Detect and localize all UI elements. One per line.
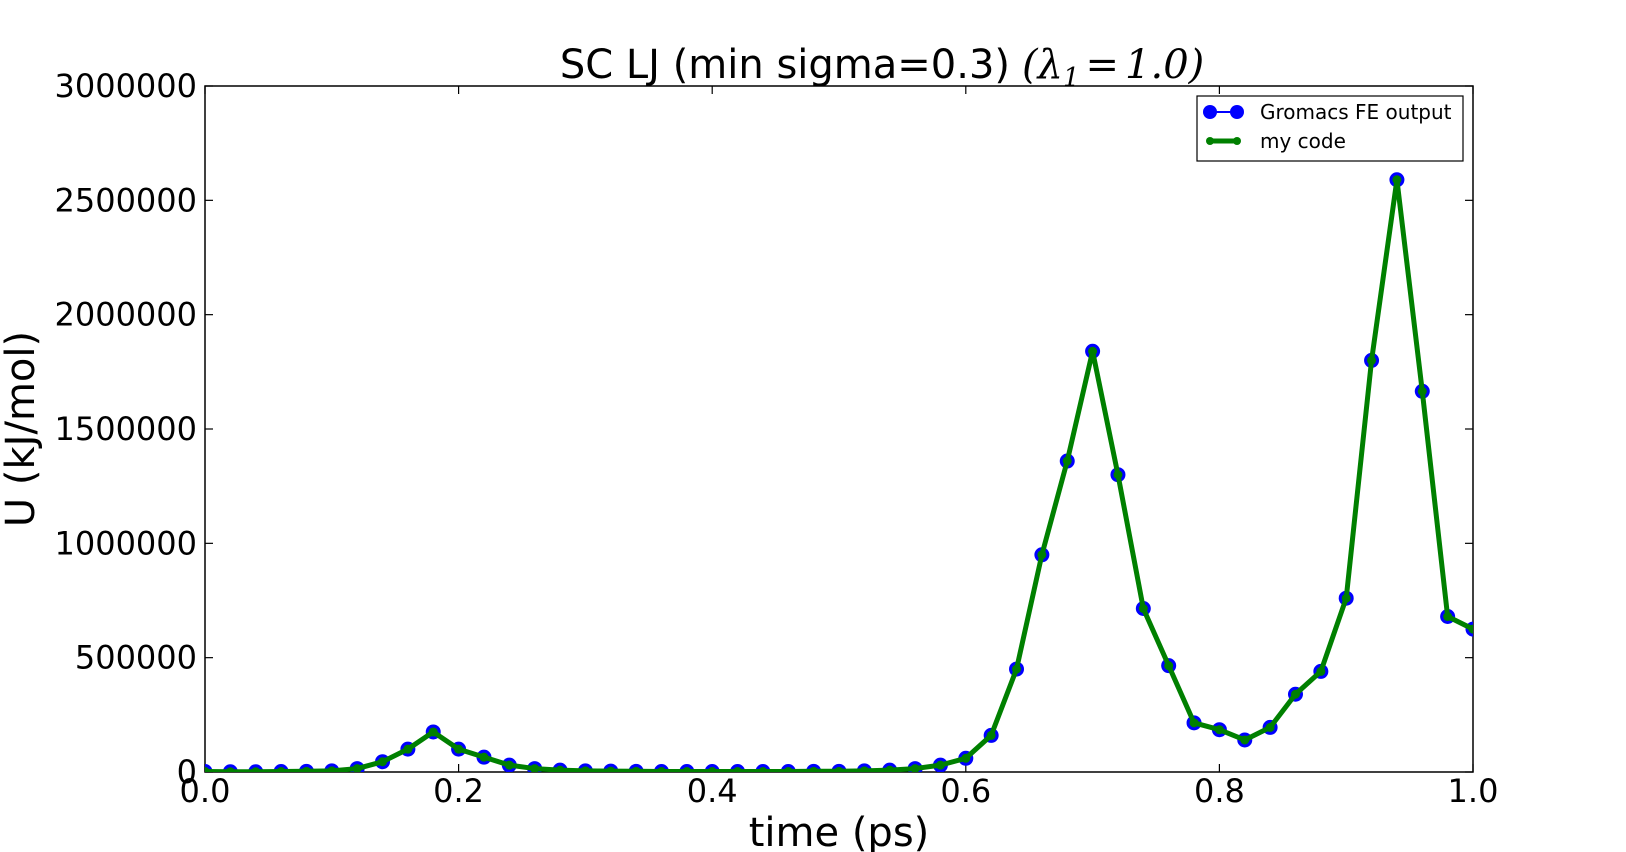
legend-gromacs-marker-right bbox=[1230, 105, 1244, 119]
series-1-point bbox=[961, 753, 971, 763]
lambda-value: 1.0 bbox=[1125, 42, 1189, 88]
y-tick-label: 2500000 bbox=[54, 181, 197, 219]
chart-title-math: (λ1 = 1.0) bbox=[1022, 42, 1204, 93]
series-1-point bbox=[403, 744, 413, 754]
axis-tick-labels: 0.0 0.2 0.4 0.6 0.8 1.0 0 500000 1000000 1500000 2… bbox=[54, 67, 1498, 810]
series-1-point bbox=[205, 767, 210, 772]
series-1-point bbox=[479, 752, 489, 762]
series-1-point bbox=[885, 765, 895, 772]
series-1-point bbox=[1392, 175, 1402, 185]
series-1-point bbox=[733, 767, 743, 772]
series-1-point bbox=[758, 767, 768, 772]
y-tick-label: 500000 bbox=[75, 639, 197, 677]
chart-title: SC LJ (min sigma=0.3) bbox=[560, 42, 1010, 88]
series-1-point bbox=[327, 766, 337, 772]
series-1-point bbox=[859, 766, 869, 772]
series-1-point bbox=[783, 767, 793, 772]
series-1-point bbox=[809, 766, 819, 772]
series-1-point bbox=[454, 744, 464, 754]
series-1-point bbox=[504, 760, 514, 770]
series-1-point bbox=[707, 767, 717, 772]
lambda-subscript: 1 bbox=[1063, 63, 1080, 93]
series-1-point bbox=[834, 766, 844, 772]
series-1-point bbox=[910, 764, 920, 772]
x-tick-label: 0.8 bbox=[1194, 772, 1245, 810]
x-tick-label: 0.2 bbox=[433, 772, 484, 810]
y-axis-title: U (kJ/mol) bbox=[0, 331, 44, 527]
series-1-point bbox=[631, 766, 641, 772]
y-tick-label: 2000000 bbox=[54, 296, 197, 334]
x-tick-label: 0.4 bbox=[687, 772, 738, 810]
legend-mycode-marker-left bbox=[1206, 137, 1214, 145]
series-1-point bbox=[1468, 624, 1473, 634]
series-1-point bbox=[656, 767, 666, 772]
series-1-point bbox=[1290, 689, 1300, 699]
legend: Gromacs FE output my code bbox=[1196, 95, 1464, 162]
series-1-point bbox=[606, 766, 616, 772]
series-1-point bbox=[1164, 661, 1174, 671]
series-1-point bbox=[301, 766, 311, 772]
series-1-point bbox=[1417, 386, 1427, 396]
series-1-point bbox=[1240, 735, 1250, 745]
lambda-symbol: λ bbox=[1036, 42, 1063, 88]
series-1-point bbox=[1341, 593, 1351, 603]
x-tick-label: 1.0 bbox=[1448, 772, 1499, 810]
series-1-point bbox=[1316, 666, 1326, 676]
series-1-point bbox=[1265, 722, 1275, 732]
series-1-point bbox=[1062, 456, 1072, 466]
series-1-point bbox=[1189, 718, 1199, 728]
series-1-point bbox=[530, 764, 540, 772]
y-tick-label: 0 bbox=[177, 753, 197, 791]
legend-gromacs-label: Gromacs FE output bbox=[1260, 100, 1452, 124]
series-1-point bbox=[555, 765, 565, 772]
series-1-point bbox=[276, 767, 286, 772]
x-tick-label: 0.0 bbox=[180, 772, 231, 810]
series-1-point bbox=[986, 730, 996, 740]
legend-mycode-marker-right bbox=[1233, 137, 1241, 145]
series-1-point bbox=[1138, 604, 1148, 614]
series-1-point bbox=[1367, 355, 1377, 365]
y-tick-label: 3000000 bbox=[54, 67, 197, 105]
y-tick-label: 1000000 bbox=[54, 524, 197, 562]
series-1-point bbox=[682, 767, 692, 772]
series-layer bbox=[205, 172, 1473, 772]
series-1-point bbox=[352, 764, 362, 772]
series-1-point bbox=[251, 767, 261, 772]
legend-gromacs-marker-left bbox=[1203, 105, 1217, 119]
series-1-point bbox=[935, 760, 945, 770]
x-axis-title: time (ps) bbox=[749, 810, 930, 852]
series-1-point bbox=[1214, 725, 1224, 735]
series-1-point bbox=[1088, 346, 1098, 356]
lambda-equals: = bbox=[1086, 42, 1120, 88]
series-1-point bbox=[428, 727, 438, 737]
series-1-point bbox=[1037, 550, 1047, 560]
series-1-point bbox=[1012, 664, 1022, 674]
y-tick-label: 1500000 bbox=[54, 410, 197, 448]
series-1-point bbox=[1443, 612, 1453, 622]
series-1-point bbox=[378, 757, 388, 767]
x-tick-label: 0.6 bbox=[940, 772, 991, 810]
legend-mycode-label: my code bbox=[1260, 129, 1346, 153]
series-1-point bbox=[1113, 470, 1123, 480]
series-1-point bbox=[225, 767, 235, 772]
plot-area bbox=[205, 172, 1473, 772]
series-1-point bbox=[580, 766, 590, 772]
